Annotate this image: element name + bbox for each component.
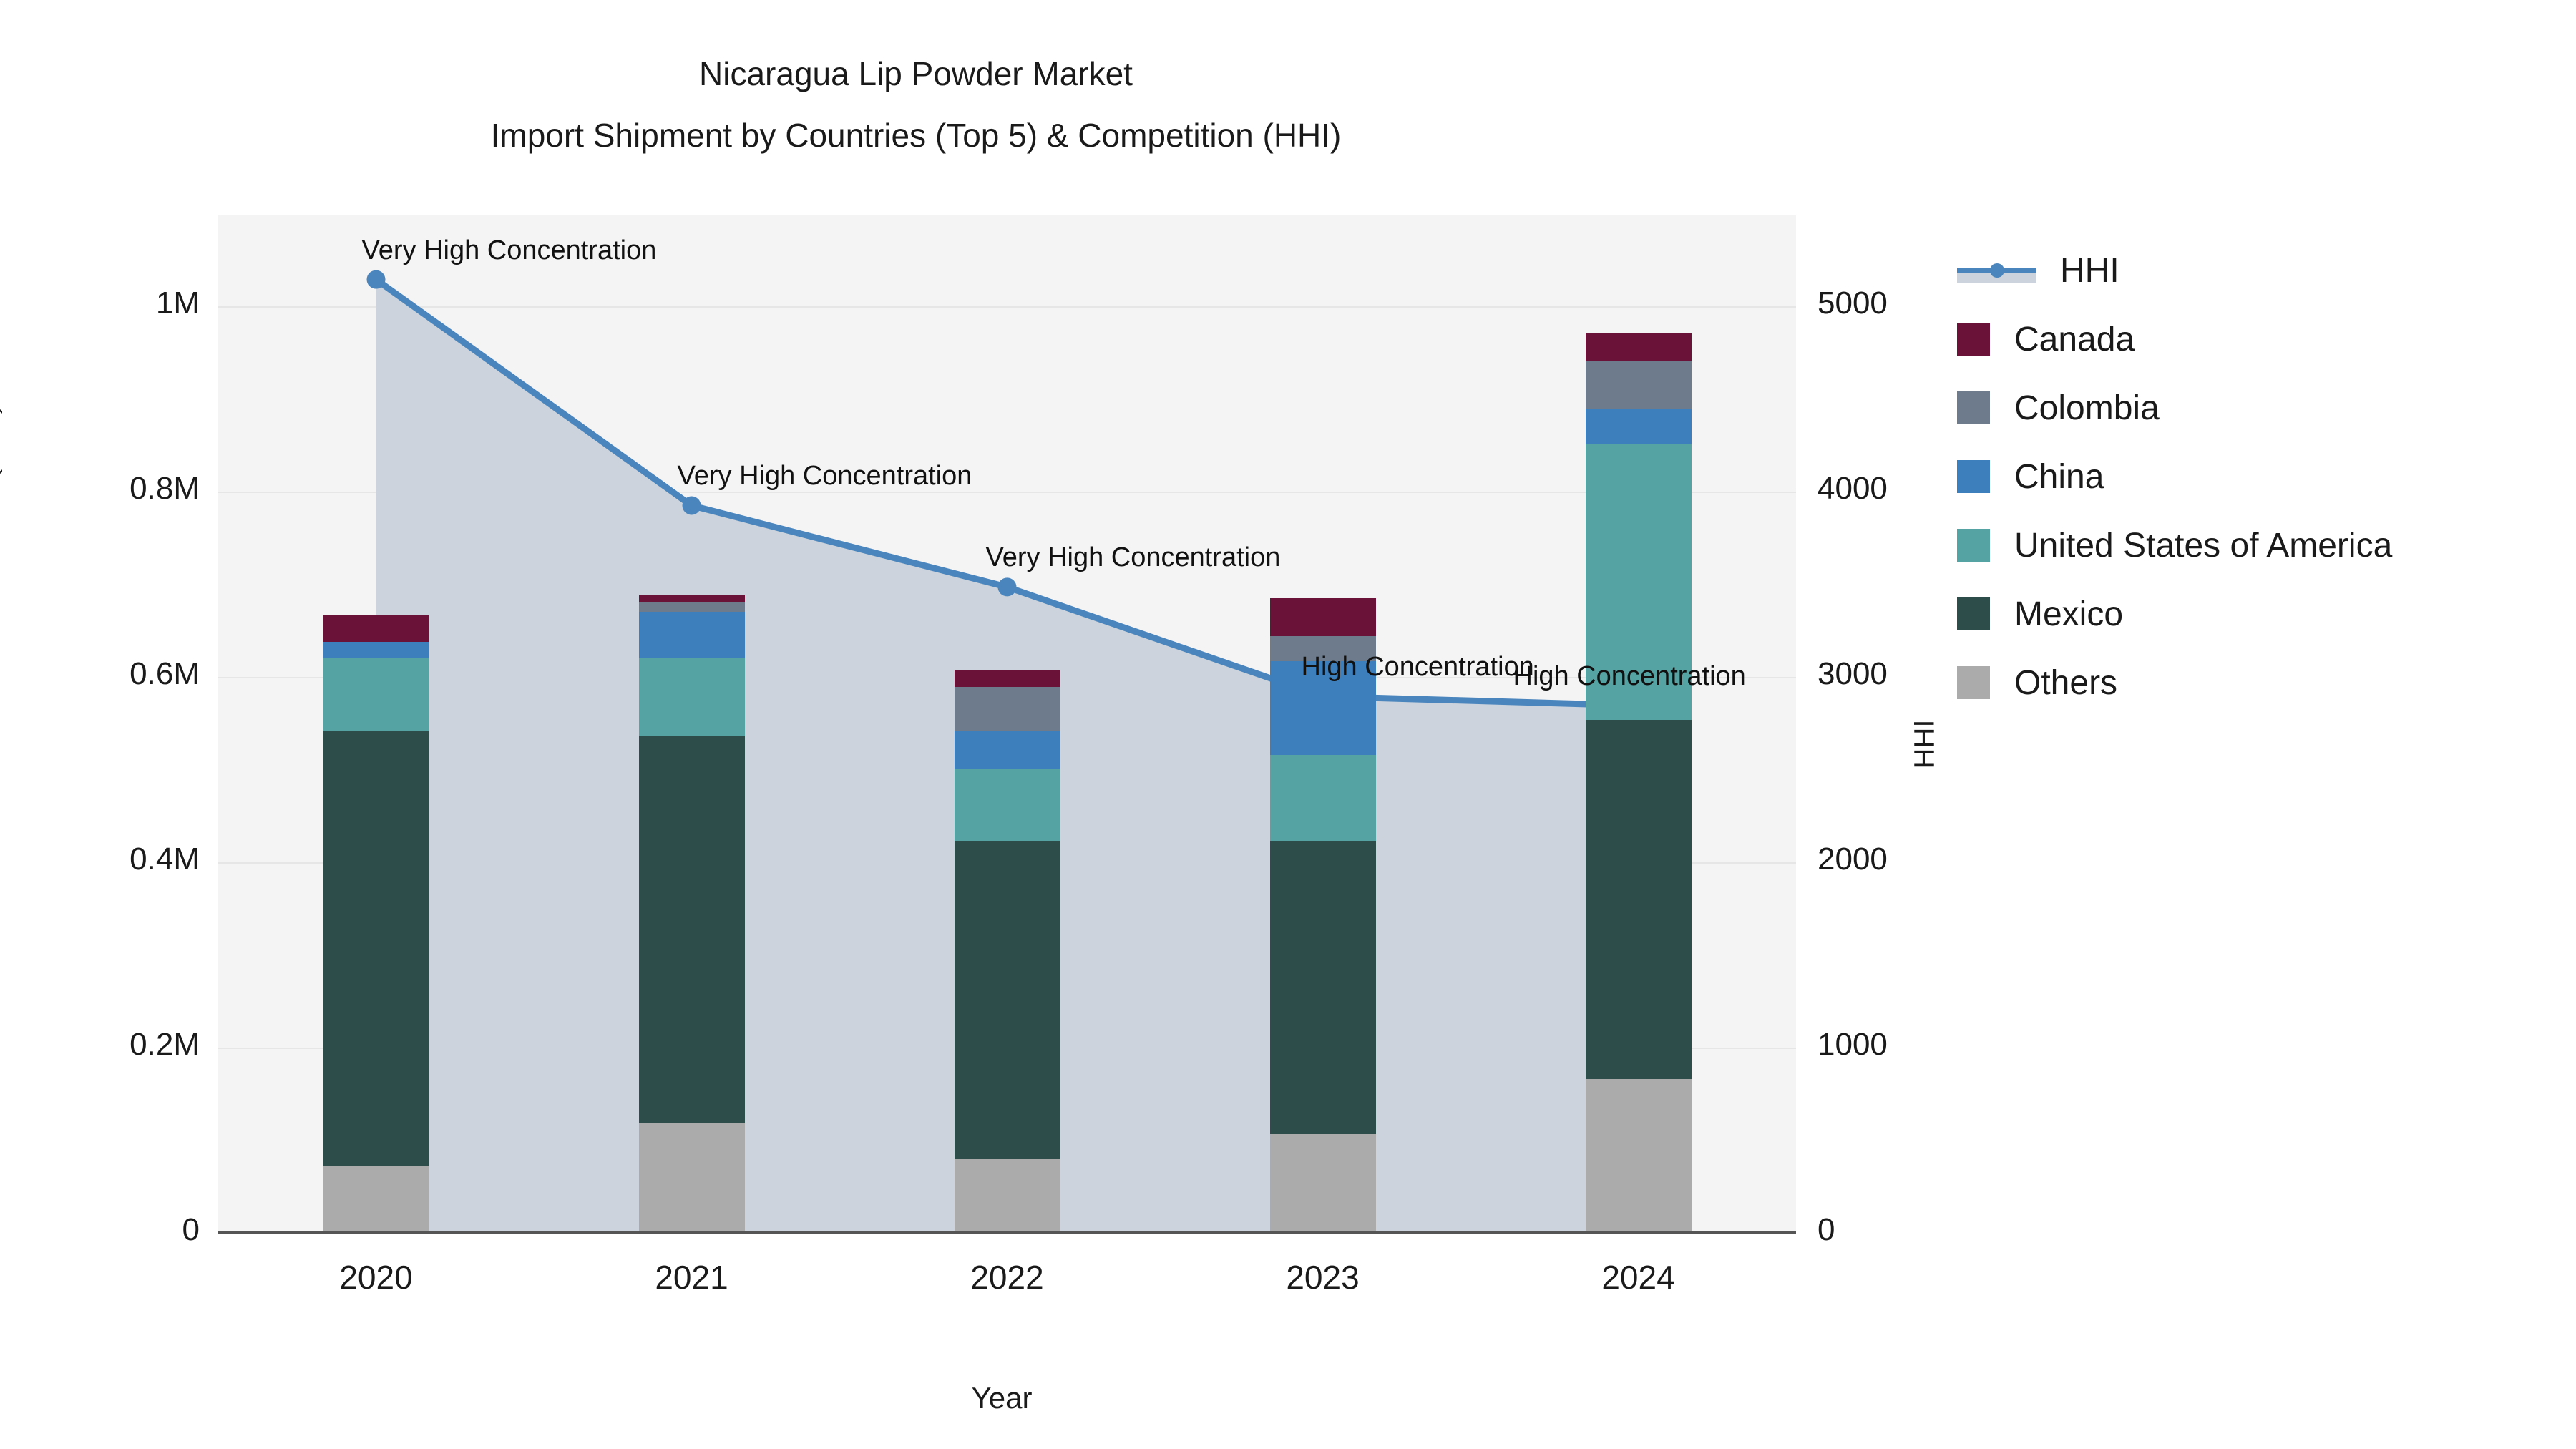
- legend-item[interactable]: HHI: [1957, 236, 2558, 305]
- bar-segment[interactable]: [323, 731, 429, 1166]
- hhi-concentration-annotation: Very High Concentration: [677, 461, 972, 492]
- bar-segment[interactable]: [1585, 333, 1692, 361]
- bar-segment[interactable]: [1269, 636, 1376, 661]
- hhi-concentration-annotation: Very High Concentration: [361, 235, 657, 265]
- y-axis-right-tick-label: 1000: [1818, 1027, 1888, 1063]
- legend-item-label: Others: [2014, 663, 2118, 702]
- legend-color-swatch: [1957, 666, 1990, 699]
- bar-segment[interactable]: [638, 612, 745, 659]
- bar-segment[interactable]: [1269, 661, 1376, 755]
- legend-item-label: Colombia: [2014, 389, 2160, 427]
- bar-segment[interactable]: [638, 1122, 745, 1234]
- bar-segment[interactable]: [954, 1159, 1060, 1234]
- bar-segment[interactable]: [954, 731, 1060, 770]
- bar-segment[interactable]: [1585, 361, 1692, 409]
- bar-stack[interactable]: [1269, 597, 1376, 1234]
- legend-color-swatch: [1957, 597, 1990, 630]
- plot-area: Very High Concentration Very High Concent…: [218, 215, 1796, 1234]
- y-axis-left-tick-label: 0.6M: [130, 656, 200, 692]
- x-axis-tick-label: 2024: [1601, 1259, 1675, 1296]
- y-axis-left-title: TRADE VALUE (US$): [0, 404, 3, 684]
- bar-segment[interactable]: [1269, 597, 1376, 637]
- legend-area-band: [1957, 273, 2036, 283]
- bar-segment[interactable]: [323, 658, 429, 731]
- hhi-data-point[interactable]: [997, 577, 1017, 597]
- chart-title-block: Nicaragua Lip Powder Market Import Shipm…: [0, 57, 1832, 152]
- y-axis-right-tick-label: 4000: [1818, 471, 1888, 507]
- y-axis-left-tick-label: 0.8M: [130, 471, 200, 507]
- x-axis-tick-label: 2020: [339, 1259, 413, 1296]
- bar-segment[interactable]: [638, 735, 745, 1123]
- legend-item[interactable]: China: [1957, 442, 2558, 511]
- legend-color-swatch: [1957, 529, 1990, 562]
- y-axis-left-tick-label: 0: [182, 1212, 200, 1247]
- hhi-data-point[interactable]: [366, 270, 386, 289]
- y-axis-right-title: HHI: [1908, 719, 1941, 769]
- bar-segment[interactable]: [954, 670, 1060, 688]
- x-axis-tick-label: 2021: [655, 1259, 728, 1296]
- bar-segment[interactable]: [638, 594, 745, 602]
- bar-segment[interactable]: [954, 769, 1060, 842]
- bar-segment[interactable]: [638, 658, 745, 736]
- bar-segment[interactable]: [1269, 841, 1376, 1135]
- legend-item-label: United States of America: [2014, 526, 2393, 565]
- bar-segment[interactable]: [954, 841, 1060, 1160]
- hhi-concentration-annotation: Very High Concentration: [985, 542, 1281, 573]
- bar-segment[interactable]: [1585, 444, 1692, 720]
- bar-stack[interactable]: [323, 615, 429, 1234]
- legend: HHI Canada Colombia China United States of A…: [1957, 236, 2558, 717]
- legend-color-swatch: [1957, 460, 1990, 493]
- y-axis-left-tick-label: 1M: [155, 286, 200, 321]
- bar-stack[interactable]: [638, 594, 745, 1234]
- bar-segment[interactable]: [1269, 1134, 1376, 1234]
- bar-segment[interactable]: [323, 641, 429, 659]
- legend-item[interactable]: United States of America: [1957, 511, 2558, 580]
- y-axis-left-tick-label: 0.4M: [130, 841, 200, 877]
- hhi-data-point[interactable]: [682, 496, 701, 515]
- legend-item[interactable]: Mexico: [1957, 580, 2558, 648]
- y-axis-right-tick-label: 2000: [1818, 841, 1888, 877]
- legend-item[interactable]: Colombia: [1957, 374, 2558, 442]
- bar-segment[interactable]: [323, 1166, 429, 1234]
- gridline: [218, 492, 1796, 494]
- legend-color-swatch: [1957, 391, 1990, 424]
- bar-segment[interactable]: [638, 602, 745, 613]
- gridline: [218, 306, 1796, 308]
- legend-item[interactable]: Others: [1957, 648, 2558, 717]
- legend-item-label: HHI: [2060, 251, 2119, 290]
- hhi-concentration-annotation: High Concentration: [1513, 661, 1746, 692]
- hhi-concentration-annotation: High Concentration: [1301, 652, 1534, 683]
- bar-segment[interactable]: [323, 615, 429, 642]
- y-axis-left-tick-label: 0.2M: [130, 1027, 200, 1063]
- bar-segment[interactable]: [1269, 754, 1376, 841]
- chart-title-line-2: Import Shipment by Countries (Top 5) & C…: [490, 117, 1342, 154]
- legend-color-swatch: [1957, 323, 1990, 356]
- x-axis-title: Year: [971, 1381, 1033, 1415]
- bar-segment[interactable]: [1585, 719, 1692, 1079]
- bar-segment[interactable]: [1585, 1078, 1692, 1234]
- bar-segment[interactable]: [954, 687, 1060, 732]
- x-axis-tick-label: 2023: [1286, 1259, 1360, 1296]
- legend-item-label: China: [2014, 457, 2104, 496]
- legend-line-dot: [1990, 263, 2004, 278]
- legend-item-label: Mexico: [2014, 595, 2124, 633]
- bar-stack[interactable]: [1585, 333, 1692, 1234]
- y-axis-right-tick-label: 3000: [1818, 656, 1888, 692]
- y-axis-right-tick-label: 0: [1818, 1212, 1835, 1247]
- bar-segment[interactable]: [1585, 409, 1692, 445]
- legend-item-label: Canada: [2014, 320, 2135, 358]
- bar-stack[interactable]: [954, 670, 1060, 1234]
- plot-inner: Very High Concentration Very High Concent…: [218, 215, 1796, 1234]
- legend-line-marker-icon: [1957, 254, 2036, 287]
- y-axis-right-tick-label: 5000: [1818, 286, 1888, 321]
- x-axis-tick-label: 2022: [970, 1259, 1044, 1296]
- x-axis-baseline: [218, 1231, 1796, 1234]
- legend-item[interactable]: Canada: [1957, 305, 2558, 374]
- chart-title-line-1: Nicaragua Lip Powder Market: [699, 55, 1133, 92]
